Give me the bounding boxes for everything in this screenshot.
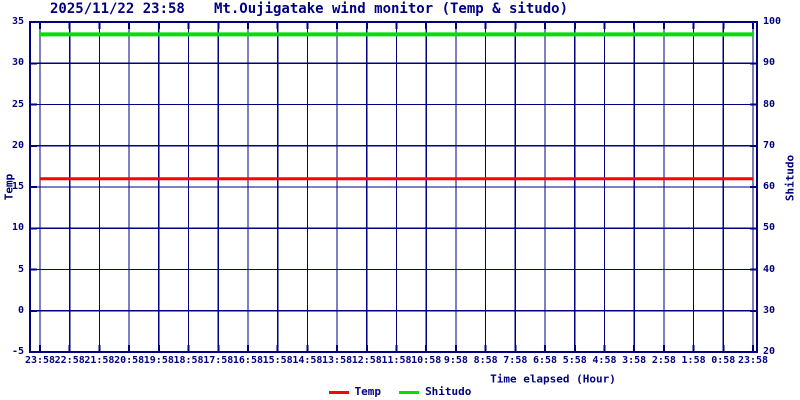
legend-item-shitudo: Shitudo — [399, 386, 471, 398]
y-axis-left-tick-label: 30 — [11, 57, 24, 69]
y-axis-right-tick-label: 60 — [763, 181, 776, 192]
x-axis-tick-label: 12:58 — [351, 355, 382, 366]
y-axis-right-tick-label: 100 — [763, 16, 782, 27]
legend-line-sample-temp — [328, 390, 349, 394]
x-axis-tick-label: 13:58 — [322, 355, 353, 366]
page-title: Mt.Oujigatake wind monitor (Temp & situd… — [214, 1, 569, 17]
y-axis-left-tick-label: 35 — [11, 16, 24, 27]
x-axis-tick-label: 8:58 — [473, 355, 498, 366]
chart-legend: Temp Shitudo — [0, 386, 800, 398]
x-axis-tick-label: 9:58 — [443, 355, 468, 366]
x-axis-tick-label: 23:58 — [24, 355, 56, 366]
y-axis-right-tick-label: 70 — [763, 139, 776, 151]
x-axis-title: Time elapsed (Hour) — [490, 372, 616, 386]
legend-label-temp: Temp — [354, 385, 382, 398]
y-axis-right-tick-label: 90 — [763, 57, 776, 69]
y-axis-left-tick-label: 15 — [11, 181, 24, 192]
x-axis-tick-label: 2:58 — [651, 355, 676, 366]
legend-line-sample-shitudo — [399, 390, 420, 394]
x-axis-tick-label: 19:58 — [143, 355, 174, 366]
x-axis-tick-label: 15:58 — [262, 355, 293, 366]
legend-item-temp: Temp — [328, 385, 382, 398]
x-axis-tick-label: 5:58 — [562, 355, 587, 366]
y-axis-left-tick-label: 20 — [11, 139, 24, 151]
x-axis-tick-label: 4:58 — [592, 355, 617, 366]
y-axis-right-tick-label: 30 — [763, 304, 776, 316]
x-axis-tick-label: 20:58 — [114, 355, 145, 366]
y-axis-right-tick-label: 20 — [763, 346, 776, 357]
y-axis-left-tick-label: 25 — [11, 98, 24, 110]
report-datetime: 2025/11/22 23:58 — [50, 1, 185, 17]
y-axis-left-tick-label: 10 — [11, 222, 24, 234]
y-axis-right-tick-label: 50 — [763, 222, 776, 234]
x-axis-tick-label: 7:58 — [503, 355, 528, 366]
x-axis-tick-label: 1:58 — [681, 355, 706, 366]
x-axis-tick-label: 10:58 — [411, 355, 442, 366]
x-axis-tick-label: 17:58 — [203, 355, 234, 366]
x-axis-tick-label: 11:58 — [381, 355, 412, 366]
y-axis-left-tick-label: -5 — [11, 346, 24, 357]
y-axis-title-shitudo: Shitudo — [783, 154, 797, 202]
x-axis-tick-label: 23:58 — [737, 355, 769, 366]
x-axis-tick-label: 3:58 — [622, 355, 647, 366]
x-axis-tick-label: 16:58 — [232, 355, 263, 366]
x-axis-tick-label: 0:58 — [711, 355, 736, 366]
x-axis-tick-label: 6:58 — [532, 355, 558, 366]
legend-label-shitudo: Shitudo — [425, 385, 472, 398]
x-axis-tick-label: 22:58 — [54, 355, 85, 366]
y-axis-left-tick-label: 5 — [17, 263, 24, 275]
y-axis-left-tick-label: 0 — [17, 304, 24, 316]
plot-border — [29, 21, 758, 353]
x-axis-tick-label: 18:58 — [173, 355, 204, 366]
x-axis-tick-label: 14:58 — [292, 355, 323, 366]
y-axis-right-tick-label: 40 — [763, 263, 776, 275]
x-axis-tick-label: 21:58 — [84, 355, 115, 366]
y-axis-right-tick-label: 80 — [763, 98, 776, 110]
